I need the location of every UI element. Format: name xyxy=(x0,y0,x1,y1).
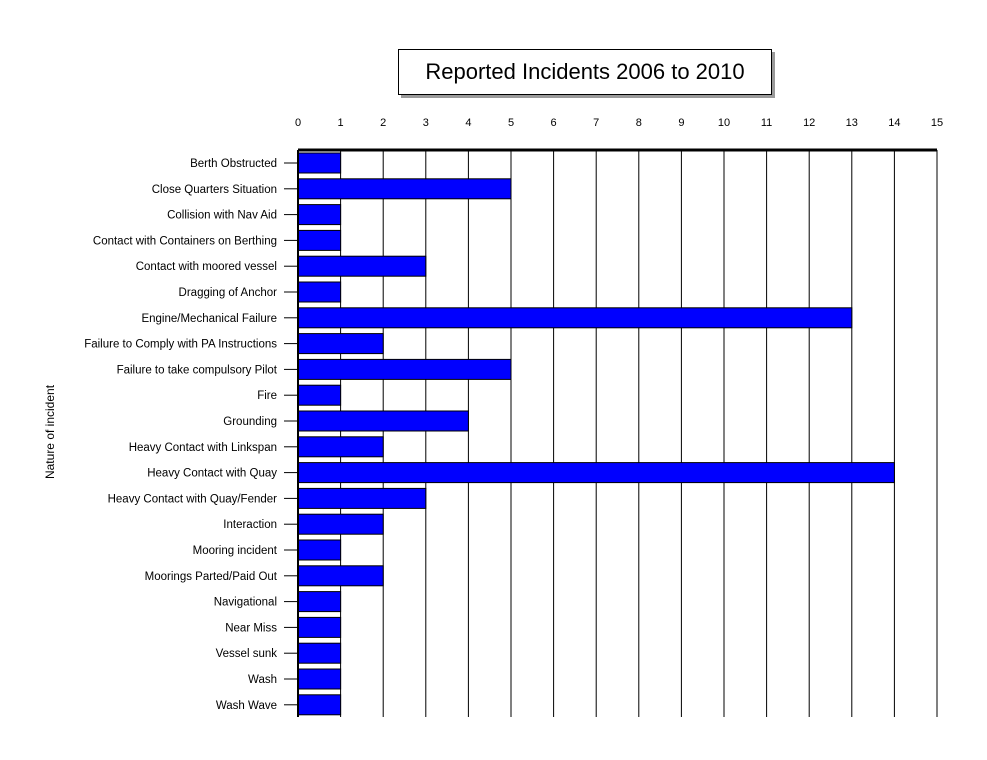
x-tick-label: 3 xyxy=(423,117,429,129)
bar xyxy=(297,591,342,613)
category-label: Close Quarters Situation xyxy=(152,184,277,196)
bar xyxy=(297,229,342,251)
chart-title: Reported Incidents 2006 to 2010 xyxy=(398,49,772,95)
bar xyxy=(297,384,342,406)
category-label: Collision with Nav Aid xyxy=(167,210,277,222)
x-tick-label: 7 xyxy=(593,117,599,129)
x-tick-label: 5 xyxy=(508,117,514,129)
category-label: Interaction xyxy=(223,519,277,531)
x-tick-labels: 0 1 2 3 4 5 6 7 8 9 10 11 12 13 14 15 xyxy=(295,117,943,129)
x-tick-label: 2 xyxy=(380,117,386,129)
x-tick-label: 0 xyxy=(295,117,301,129)
axes xyxy=(284,148,937,717)
category-label: Contact with moored vessel xyxy=(136,261,277,273)
category-label: Heavy Contact with Linkspan xyxy=(129,442,277,454)
bar xyxy=(297,281,342,303)
bar xyxy=(297,616,342,638)
x-tick-label: 15 xyxy=(931,117,943,129)
category-label: Wash xyxy=(248,674,277,686)
category-label: Failure to take compulsory Pilot xyxy=(117,364,278,376)
category-label: Mooring incident xyxy=(193,545,278,557)
x-tick-label: 12 xyxy=(803,117,815,129)
category-label: Contact with Containers on Berthing xyxy=(93,235,277,247)
category-label: Near Miss xyxy=(225,622,277,634)
category-label: Failure to Comply with PA Instructions xyxy=(84,339,277,351)
bar xyxy=(297,410,469,432)
grid-lines xyxy=(340,150,938,717)
bar xyxy=(297,152,342,174)
category-labels: Berth Obstructed Close Quarters Situation… xyxy=(84,158,278,712)
category-label: Navigational xyxy=(214,597,277,609)
x-tick-label: 10 xyxy=(718,117,730,129)
bar xyxy=(297,668,342,690)
category-label: Vessel sunk xyxy=(216,648,278,660)
bar xyxy=(297,642,342,664)
category-label: Fire xyxy=(257,390,277,402)
bar xyxy=(297,333,384,355)
bar xyxy=(297,307,853,329)
category-label: Berth Obstructed xyxy=(190,158,277,170)
bar xyxy=(297,358,512,380)
category-label: Heavy Contact with Quay/Fender xyxy=(108,493,278,505)
bar xyxy=(297,255,427,277)
bar xyxy=(297,539,342,561)
x-tick-label: 8 xyxy=(636,117,642,129)
bars xyxy=(297,152,895,716)
bar xyxy=(297,565,384,587)
category-label: Moorings Parted/Paid Out xyxy=(145,571,278,583)
x-tick-label: 9 xyxy=(678,117,684,129)
category-label: Heavy Contact with Quay xyxy=(147,468,277,480)
bar xyxy=(297,204,342,226)
bar xyxy=(297,462,895,484)
category-label: Dragging of Anchor xyxy=(179,287,278,299)
x-tick-label: 13 xyxy=(846,117,858,129)
x-tick-label: 1 xyxy=(338,117,344,129)
y-axis-label: Nature of incident xyxy=(43,384,57,479)
bar xyxy=(297,487,427,509)
x-tick-label: 6 xyxy=(551,117,557,129)
category-label: Wash Wave xyxy=(216,700,277,712)
bar xyxy=(297,178,512,200)
bar xyxy=(297,436,384,458)
category-label: Grounding xyxy=(223,416,277,428)
bar xyxy=(297,694,342,716)
bar xyxy=(297,513,384,535)
x-tick-label: 4 xyxy=(465,117,471,129)
x-tick-label: 14 xyxy=(888,117,900,129)
x-tick-label: 11 xyxy=(761,117,772,129)
category-label: Engine/Mechanical Failure xyxy=(141,313,277,325)
